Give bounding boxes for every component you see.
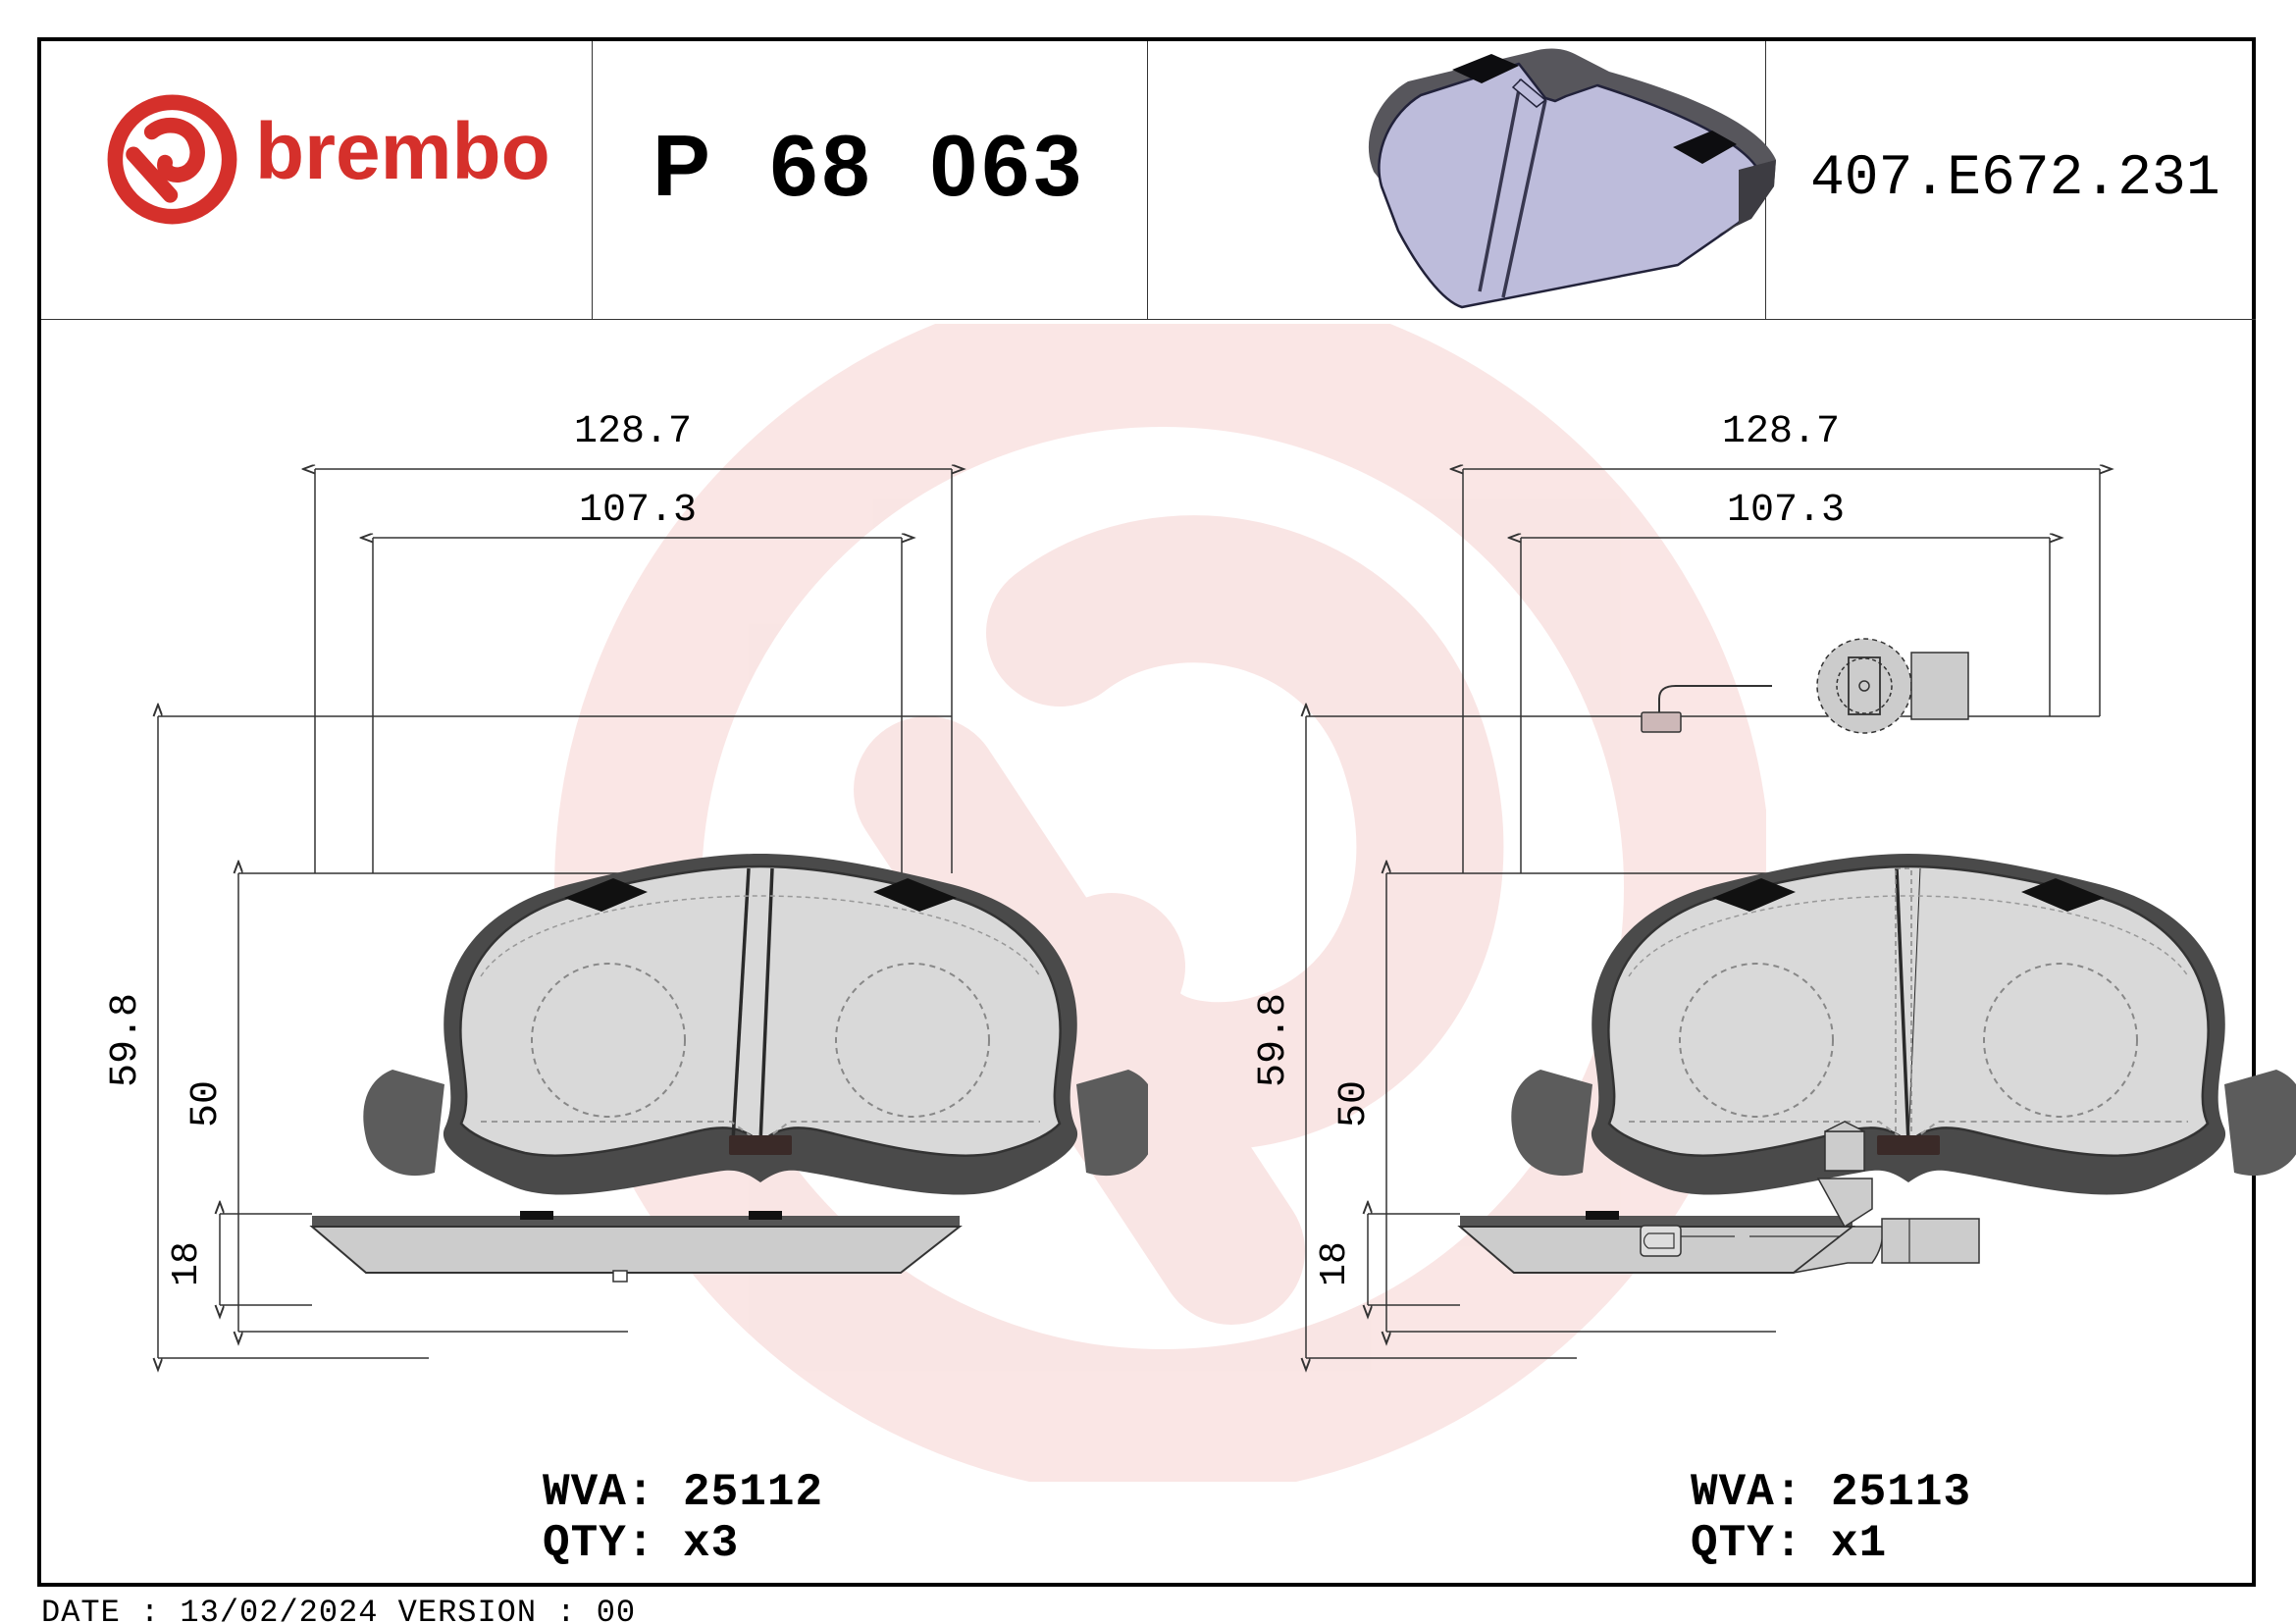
svg-text:107.3: 107.3 [1727,489,1845,533]
svg-text:107.3: 107.3 [579,489,697,533]
svg-text:59.8: 59.8 [104,993,148,1087]
svg-text:128.7: 128.7 [1722,410,1840,454]
svg-text:18: 18 [1314,1241,1356,1286]
svg-text:50: 50 [184,1080,229,1127]
svg-text:59.8: 59.8 [1252,993,1296,1087]
svg-text:128.7: 128.7 [574,410,692,454]
svg-text:18: 18 [166,1241,208,1286]
svg-text:50: 50 [1332,1080,1377,1127]
